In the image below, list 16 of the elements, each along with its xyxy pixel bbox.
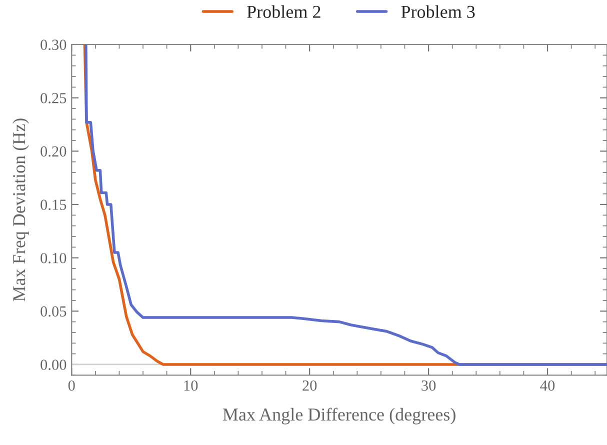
legend-label: Problem 2	[247, 5, 320, 18]
y-tick-label: 0.00	[40, 360, 66, 370]
y-tick-label: 0.05	[40, 306, 66, 317]
x-tick-label: 0	[68, 380, 75, 391]
x-tick-label: 20	[302, 380, 317, 391]
x-tick-label: 10	[184, 380, 198, 391]
y-tick-label: 0.30	[40, 40, 66, 50]
y-tick-label: 0.10	[40, 252, 66, 264]
y-tick-label: 0.15	[40, 200, 66, 210]
x-tick-label: 40	[540, 380, 555, 391]
y-axis-title: Max Freq Deviation (Hz)	[12, 118, 29, 302]
x-axis-title: Max Angle Difference (degrees)	[222, 408, 456, 424]
legend-label: Problem 3	[401, 5, 475, 18]
x-tick-label: 30	[422, 380, 436, 391]
y-tick-label: 0.20	[40, 146, 66, 157]
y-tick-label: 0.25	[40, 92, 66, 104]
